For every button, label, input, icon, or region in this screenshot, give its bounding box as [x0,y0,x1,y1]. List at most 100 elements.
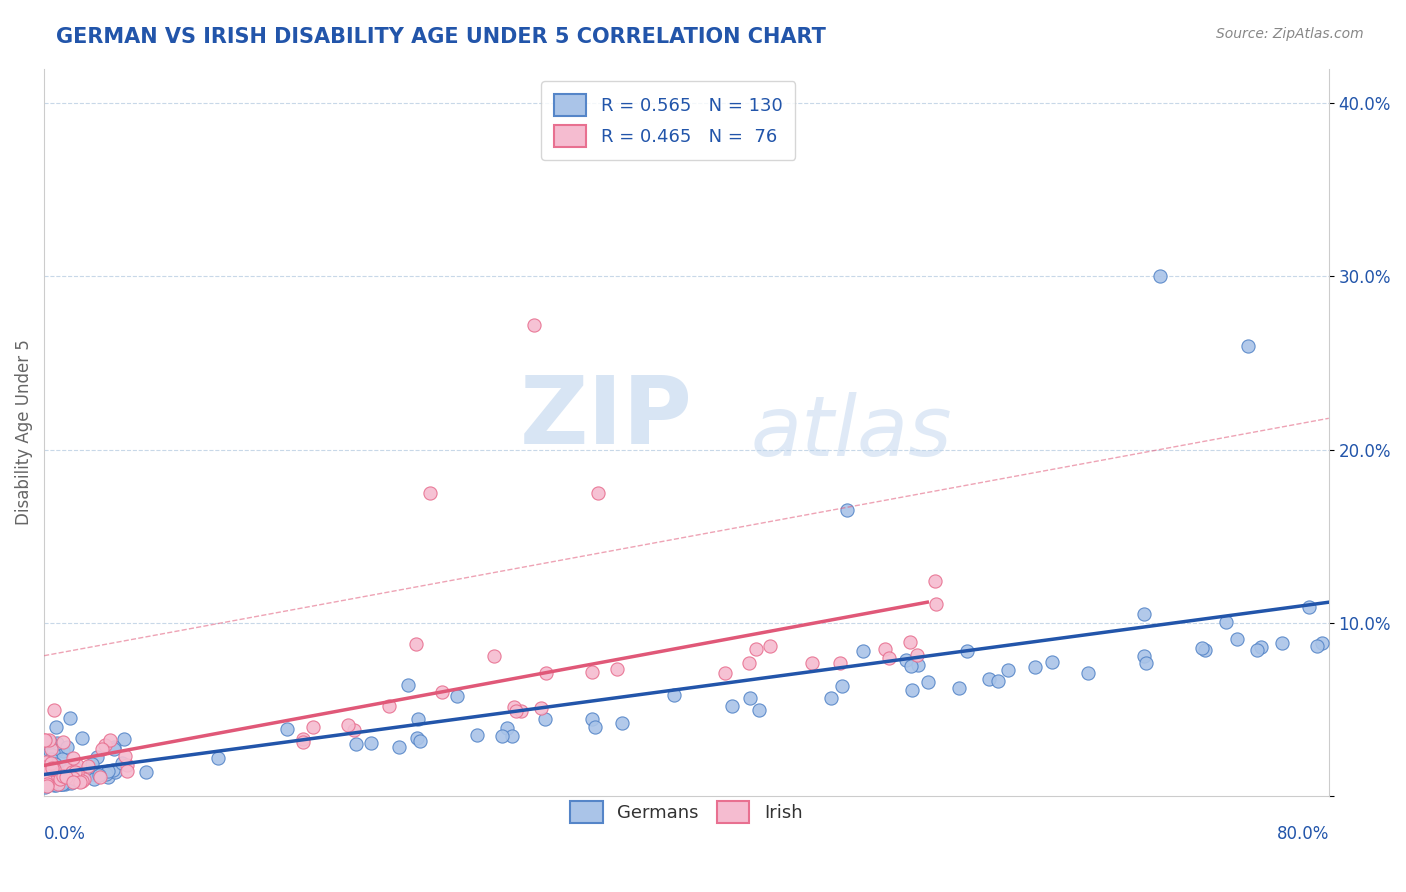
Point [38,758,60,772]
Point [112,731,135,746]
Point [534,713,557,727]
Point [828,656,851,670]
Point [103,741,125,756]
Point [898,634,921,648]
Point [62,775,84,789]
Point [80,757,103,772]
Point [901,682,924,697]
Point [1149,269,1171,284]
Point [820,690,842,705]
Point [62,771,84,785]
Point [42,745,65,759]
Point [60,765,83,780]
Point [503,699,526,714]
Point [721,699,744,714]
Point [52,769,75,783]
Point [44,777,66,791]
Point [276,722,298,736]
Point [956,644,979,658]
Point [875,641,897,656]
Point [34,773,56,788]
Point [35,774,58,789]
Point [606,662,628,676]
Point [852,643,875,657]
Point [1191,640,1213,655]
Point [52,744,75,758]
Point [39,741,62,756]
Point [1226,632,1249,647]
Point [72,731,94,746]
Point [534,665,557,680]
Point [430,684,453,698]
Point [35,777,58,791]
Point [302,720,325,734]
Point [505,704,527,718]
Point [831,679,853,693]
Point [49,774,72,789]
Point [46,736,69,750]
Point [46,743,69,757]
Point [1298,600,1320,615]
Point [53,777,76,791]
Point [60,771,83,785]
Point [115,757,138,772]
Point [738,657,761,671]
Point [32,733,55,747]
Point [948,681,970,696]
Point [49,777,72,791]
Point [80,766,103,780]
Point [34,732,56,747]
Point [63,760,86,774]
Point [60,768,83,782]
Point [53,759,76,773]
Point [49,777,72,791]
Text: 0.0%: 0.0% [44,825,86,843]
Point [37,763,59,777]
Point [77,759,100,773]
Point [337,718,360,732]
Point [378,698,401,713]
Text: Source: ZipAtlas.com: Source: ZipAtlas.com [1216,27,1364,41]
Point [759,639,782,653]
Point [42,703,65,717]
Point [924,598,946,612]
Point [44,767,66,781]
Point [49,768,72,782]
Point [34,768,56,782]
Point [482,648,505,663]
Point [34,772,56,787]
Point [1040,655,1063,669]
Point [42,775,65,789]
Point [60,764,83,779]
Point [1135,656,1157,670]
Point [56,739,79,754]
Point [39,752,62,766]
Point [51,777,73,791]
Point [104,765,127,780]
Point [63,764,86,779]
Point [55,770,77,784]
Point [738,691,761,706]
Point [111,756,134,770]
Point [745,642,768,657]
Text: 80.0%: 80.0% [1277,825,1329,843]
Point [664,689,686,703]
Point [409,734,432,748]
Point [406,731,429,745]
Point [45,772,67,786]
Point [55,766,77,780]
Point [900,659,922,673]
Point [34,772,56,786]
Point [58,763,80,777]
Point [446,690,468,704]
Point [59,775,82,789]
Point [39,758,62,772]
Point [45,720,67,734]
Point [360,736,382,750]
Point [51,752,73,766]
Point [66,766,89,780]
Legend: Germans, Irish: Germans, Irish [564,794,810,830]
Point [59,711,82,725]
Point [32,735,55,749]
Point [34,755,56,769]
